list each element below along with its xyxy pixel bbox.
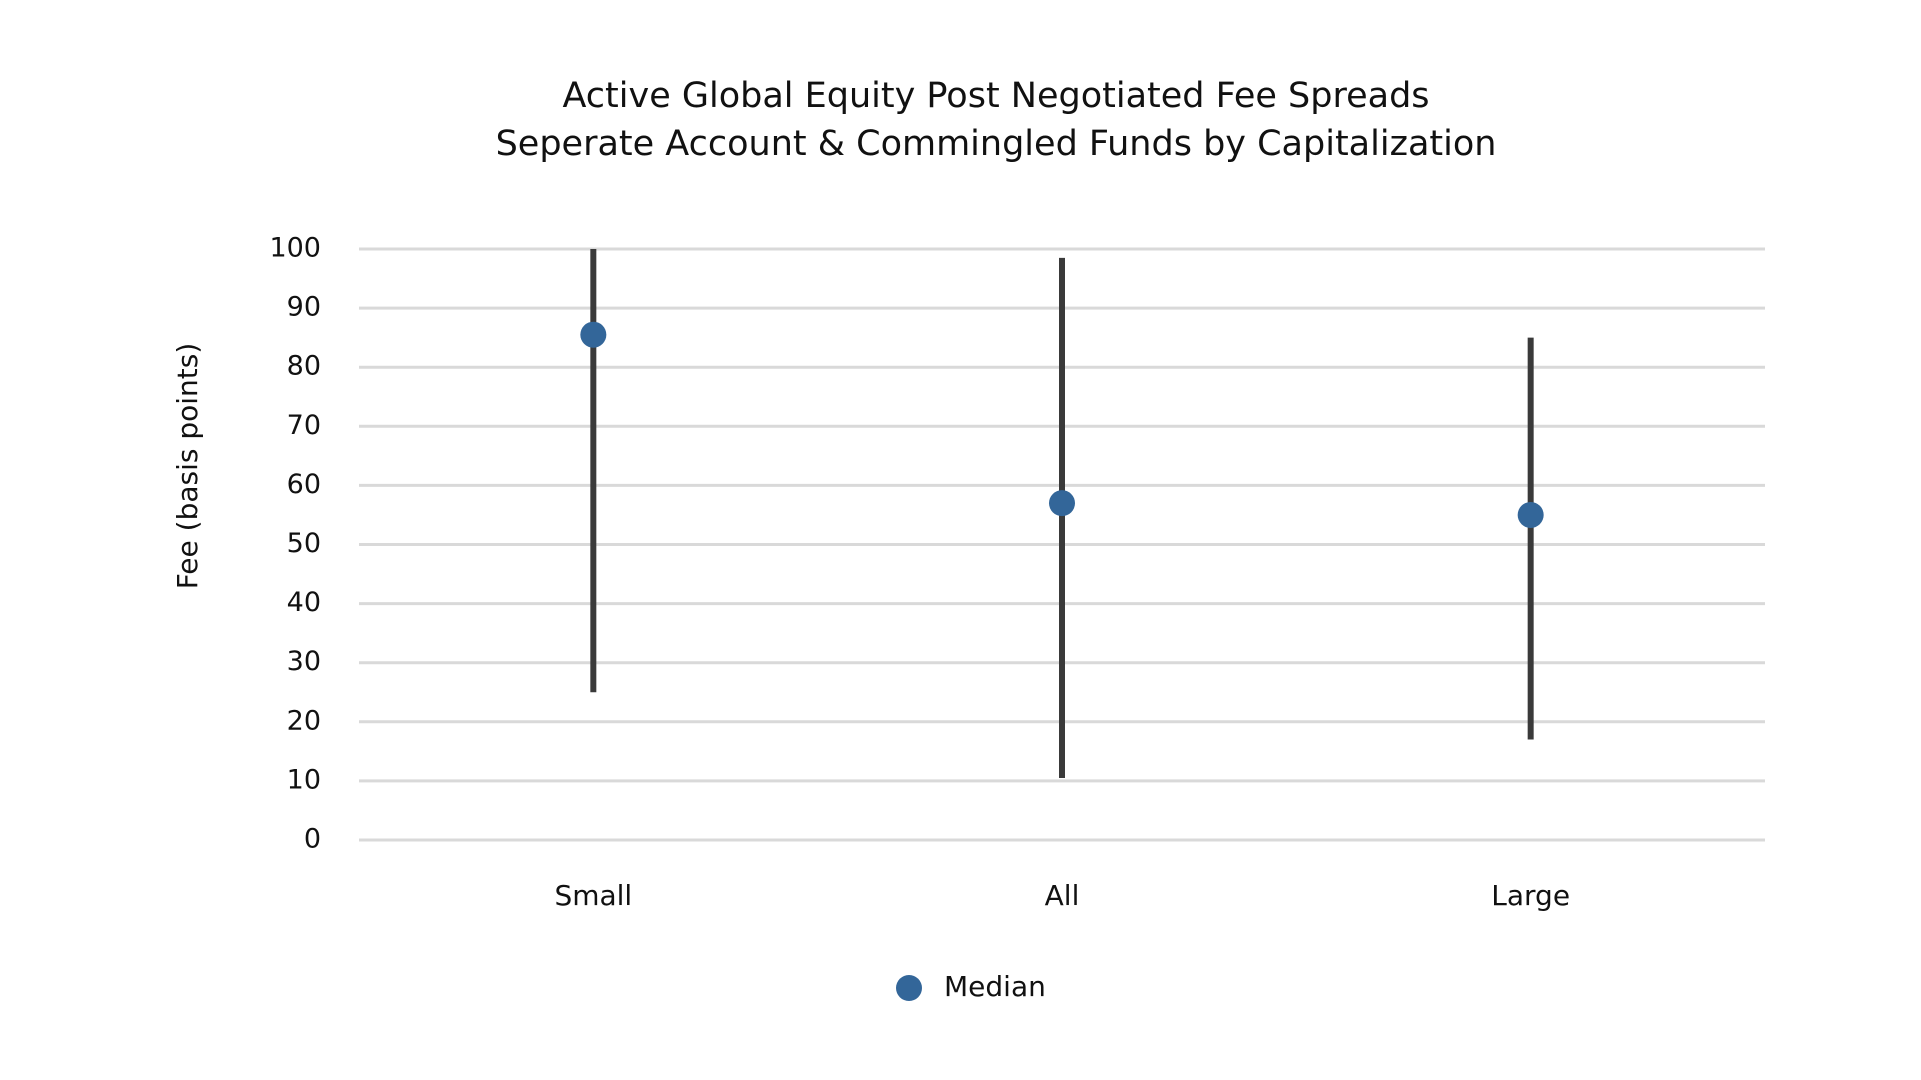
chart-title: Active Global Equity Post Negotiated Fee…	[562, 76, 1429, 116]
median-dot	[1517, 501, 1544, 528]
y-tick-label: 10	[287, 764, 321, 795]
y-tick-label: 60	[287, 469, 321, 500]
median-dot	[1049, 490, 1075, 517]
chart-subtitle: Seperate Account & Commingled Funds by C…	[496, 124, 1497, 164]
legend-label: Median	[944, 970, 1046, 1003]
y-tick-label: 80	[287, 351, 321, 382]
legend-marker	[896, 975, 922, 1001]
y-tick-label: 70	[287, 410, 321, 441]
y-tick-label: 20	[287, 705, 321, 736]
y-tick-label: 50	[287, 528, 321, 559]
median-dot	[580, 321, 607, 348]
x-tick-label: Small	[554, 879, 632, 912]
x-tick-label: All	[1045, 879, 1080, 912]
x-tick-label: Large	[1491, 879, 1570, 912]
y-axis-label: Fee (basis points)	[171, 343, 204, 590]
y-tick-label: 40	[287, 587, 321, 618]
y-tick-label: 90	[287, 292, 321, 323]
y-tick-label: 30	[287, 646, 321, 677]
y-tick-label: 0	[304, 824, 321, 855]
y-tick-label: 100	[269, 233, 321, 264]
